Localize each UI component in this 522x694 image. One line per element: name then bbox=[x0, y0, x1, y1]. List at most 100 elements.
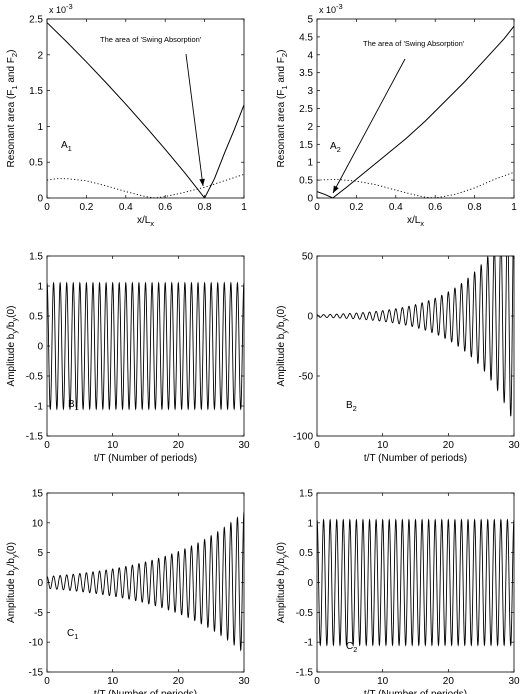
oscillation-line bbox=[47, 511, 244, 652]
y-tick-label: -1.5 bbox=[296, 668, 314, 679]
x-tick-label: 0 bbox=[314, 440, 320, 451]
x-tick-label: 0.2 bbox=[79, 202, 93, 213]
y-tick-label: 1.5 bbox=[29, 86, 43, 97]
y-axis-label: Amplitude by/by(0) bbox=[276, 306, 289, 387]
y-tick-label: 50 bbox=[302, 252, 314, 263]
panel-label: C2 bbox=[346, 641, 357, 654]
x-tick-label: 0 bbox=[314, 202, 320, 213]
y-tick-label: -1.5 bbox=[26, 432, 44, 443]
y-tick-label: 0.5 bbox=[29, 158, 43, 169]
y-tick-label: 5 bbox=[307, 15, 313, 26]
y-tick-label: 1.5 bbox=[29, 252, 43, 263]
x-tick-label: 10 bbox=[377, 676, 389, 687]
oscillation-line bbox=[47, 281, 244, 411]
x-axis-label: t/T (Number of periods) bbox=[94, 689, 197, 694]
annotation-text: The area of 'Swing Absorption' bbox=[100, 35, 202, 44]
y-axis-label: Amplitude by/by(0) bbox=[6, 542, 19, 623]
y-tick-label: -100 bbox=[293, 432, 313, 443]
y-tick-label: 2.5 bbox=[29, 15, 43, 26]
series-line-solid bbox=[317, 25, 514, 198]
annotation-arrow bbox=[332, 58, 406, 194]
x-tick-label: 20 bbox=[173, 440, 185, 451]
exponent-label: x 10-3 bbox=[319, 2, 343, 15]
y-tick-label: 0.5 bbox=[29, 312, 43, 323]
y-axis-label: Amplitude by/by(0) bbox=[276, 542, 289, 623]
y-tick-label: 0 bbox=[37, 578, 43, 589]
x-tick-label: 1 bbox=[241, 202, 247, 213]
panel-label: A1 bbox=[61, 140, 72, 153]
y-axis-label: Amplitude by/by(0) bbox=[6, 306, 19, 387]
plot-area bbox=[317, 256, 514, 417]
y-tick-label: 15 bbox=[32, 489, 44, 500]
x-tick-label: 0 bbox=[44, 676, 50, 687]
y-tick-label: 0 bbox=[37, 342, 43, 353]
x-axis-label: x/Lx bbox=[407, 215, 424, 228]
panel-label: B2 bbox=[346, 400, 357, 413]
y-tick-label: 10 bbox=[32, 518, 44, 529]
y-tick-label: -15 bbox=[29, 668, 44, 679]
y-tick-label: 0 bbox=[307, 312, 313, 323]
oscillation-line bbox=[317, 256, 514, 417]
y-tick-label: -0.5 bbox=[26, 372, 44, 383]
y-tick-label: 3.5 bbox=[299, 68, 313, 79]
y-tick-label: -1 bbox=[304, 638, 313, 649]
axes-box bbox=[46, 492, 245, 673]
y-tick-label: 1.5 bbox=[299, 140, 313, 151]
x-tick-label: 0.2 bbox=[349, 202, 363, 213]
exponent-label: x 10-3 bbox=[49, 2, 73, 15]
oscillation-line bbox=[317, 518, 514, 647]
y-tick-label: 3 bbox=[307, 86, 313, 97]
x-tick-label: 0.4 bbox=[389, 202, 403, 213]
plot-area bbox=[47, 281, 244, 411]
y-tick-label: -5 bbox=[34, 608, 43, 619]
y-tick-label: 0 bbox=[307, 578, 313, 589]
y-tick-label: 0.5 bbox=[299, 548, 313, 559]
x-tick-label: 0.8 bbox=[468, 202, 482, 213]
panel-b1: 0 10 20 30 -1.5 -1 -0.5 0 0.5 1 1.5 t/T (Number of … bbox=[6, 252, 250, 465]
y-tick-label: 1 bbox=[37, 122, 43, 133]
x-tick-label: 30 bbox=[238, 440, 250, 451]
y-tick-label: 0 bbox=[307, 194, 313, 205]
plot-area bbox=[47, 22, 244, 198]
x-tick-label: 0.6 bbox=[158, 202, 172, 213]
plot-area bbox=[47, 511, 244, 652]
y-axis-label: Resonant area (F1 and F2) bbox=[6, 50, 19, 168]
x-tick-label: 0.4 bbox=[119, 202, 133, 213]
panel-label: A2 bbox=[330, 141, 341, 154]
x-axis-label: t/T (Number of periods) bbox=[364, 453, 467, 464]
x-tick-label: 10 bbox=[107, 676, 119, 687]
y-tick-label: 1 bbox=[37, 282, 43, 293]
x-tick-label: 20 bbox=[173, 676, 185, 687]
y-tick-label: -10 bbox=[29, 638, 44, 649]
panel-a2: 0 0.2 0.4 0.6 0.8 1 0 0.5 1 1.5 2 2.5 3 3.5 4 4.5 5 x 10-… bbox=[276, 2, 517, 228]
annotation-arrowhead bbox=[199, 178, 205, 186]
panel-b2: 0 10 20 30 -100 -50 0 50 t/T (Number of periods)… bbox=[276, 252, 520, 465]
x-tick-label: 30 bbox=[508, 440, 520, 451]
x-tick-label: 0 bbox=[44, 202, 50, 213]
x-axis-label: x/Lx bbox=[137, 215, 154, 228]
y-tick-label: -50 bbox=[299, 372, 314, 383]
y-tick-label: -0.5 bbox=[296, 608, 314, 619]
panel-c2: 0 10 20 30 -1.5 -1 -0.5 0 0.5 1 1.5 t/T (Number of … bbox=[276, 489, 520, 694]
series-line-solid bbox=[47, 22, 244, 198]
axes-box bbox=[46, 18, 245, 199]
y-tick-label: 4.5 bbox=[299, 32, 313, 43]
x-axis-label: t/T (Number of periods) bbox=[364, 689, 467, 694]
x-tick-label: 0.8 bbox=[198, 202, 212, 213]
y-tick-label: 1 bbox=[307, 158, 313, 169]
panel-label: C1 bbox=[67, 628, 78, 641]
panel-c1: 0 10 20 30 -15 -10 -5 0 5 10 15 t/T (Number of peri… bbox=[6, 489, 250, 694]
y-tick-label: 0.5 bbox=[299, 176, 313, 187]
plot-area bbox=[317, 518, 514, 647]
x-tick-label: 20 bbox=[443, 676, 455, 687]
y-tick-label: 2 bbox=[307, 122, 313, 133]
x-axis-label: t/T (Number of periods) bbox=[94, 453, 197, 464]
annotation-arrowhead bbox=[333, 185, 339, 193]
y-tick-label: 1.5 bbox=[299, 489, 313, 500]
y-axis-label: Resonant area (F1 and F2) bbox=[276, 50, 289, 168]
x-tick-label: 20 bbox=[443, 440, 455, 451]
series-line-dotted bbox=[317, 171, 514, 198]
y-tick-label: 5 bbox=[37, 548, 43, 559]
y-tick-label: 1 bbox=[307, 518, 313, 529]
